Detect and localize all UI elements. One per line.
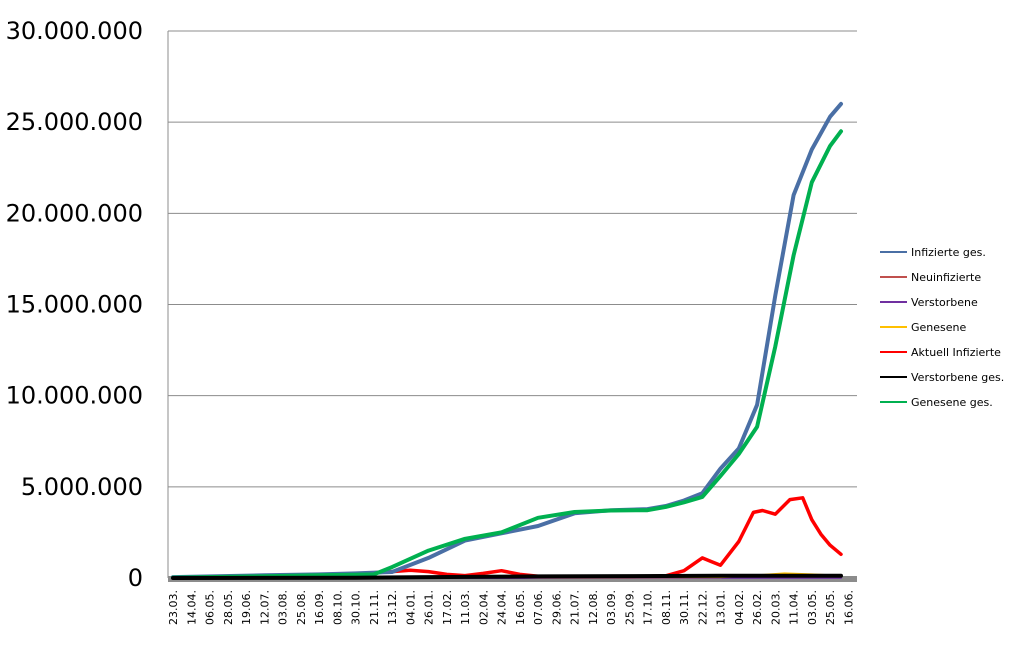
x-tick-label: 13.12. xyxy=(386,590,399,625)
x-tick-label: 25.09. xyxy=(623,590,636,625)
x-tick-label: 22.12. xyxy=(696,590,709,625)
x-tick-label: 12.07. xyxy=(258,590,271,625)
x-tick-label: 03.09. xyxy=(605,590,618,625)
legend-label: Infizierte ges. xyxy=(911,246,986,259)
plot-area xyxy=(171,101,843,580)
x-tick-label: 26.02. xyxy=(751,590,764,625)
x-tick-label: 21.11. xyxy=(368,590,381,625)
x-tick-label: 08.10. xyxy=(331,590,344,625)
x-tick-label: 28.05. xyxy=(222,590,235,625)
y-axis: 0 5.000.000 10.000.000 15.000.000 20.000.000… xyxy=(6,17,143,592)
x-tick-label: 06.05. xyxy=(204,590,217,625)
series-line xyxy=(171,496,843,580)
x-tick-label: 11.04. xyxy=(788,590,801,625)
x-tick-label: 21.07. xyxy=(569,590,582,625)
x-tick-label: 16.06. xyxy=(842,590,855,625)
y-tick-label: 15.000.000 xyxy=(6,291,143,319)
x-tick-label: 02.04. xyxy=(477,590,490,625)
x-tick-label: 20.03. xyxy=(769,590,782,625)
legend-label: Neuinfizierte xyxy=(911,271,981,284)
x-tick-label: 13.01. xyxy=(715,590,728,625)
x-tick-label: 11.03. xyxy=(459,590,472,625)
x-tick-label: 16.09. xyxy=(313,590,326,625)
x-tick-label: 14.04. xyxy=(185,590,198,625)
y-tick-label: 0 xyxy=(128,564,143,592)
x-tick-label: 03.08. xyxy=(277,590,290,625)
x-tick-label: 12.08. xyxy=(587,590,600,625)
legend-label: Genesene ges. xyxy=(911,396,993,409)
y-tick-label: 30.000.000 xyxy=(6,17,143,45)
x-tick-label: 19.06. xyxy=(240,590,253,625)
x-tick-label: 04.01. xyxy=(404,590,417,625)
x-tick-label: 17.10. xyxy=(642,590,655,625)
x-tick-label: 25.08. xyxy=(295,590,308,625)
x-tick-label: 29.06. xyxy=(550,590,563,625)
legend-label: Verstorbene ges. xyxy=(911,371,1004,384)
x-tick-label: 26.01. xyxy=(423,590,436,625)
x-tick-label: 16.05. xyxy=(514,590,527,625)
legend: Infizierte ges. Neuinfizierte Verstorbene G… xyxy=(880,246,1004,409)
y-tick-label: 25.000.000 xyxy=(6,108,143,136)
y-tick-label: 10.000.000 xyxy=(6,382,143,410)
x-tick-label: 17.02. xyxy=(441,590,454,625)
x-tick-label: 24.04. xyxy=(496,590,509,625)
series-line xyxy=(171,573,843,580)
y-tick-label: 20.000.000 xyxy=(6,199,143,227)
x-axis-bar xyxy=(168,576,857,582)
series-line xyxy=(171,101,843,580)
y-tick-label: 5.000.000 xyxy=(21,473,143,501)
series-line xyxy=(171,129,843,580)
x-tick-label: 25.05. xyxy=(824,590,837,625)
x-tick-label: 30.10. xyxy=(350,590,363,625)
x-tick-label: 30.11. xyxy=(678,590,691,625)
legend-label: Verstorbene xyxy=(911,296,978,309)
x-tick-label: 03.05. xyxy=(806,590,819,625)
x-tick-label: 08.11. xyxy=(660,590,673,625)
x-tick-label: 04.02. xyxy=(733,590,746,625)
x-tick-label: 23.03. xyxy=(167,590,180,625)
x-axis: 23.03. 14.04. 06.05. 28.05. 19.06. 12.07. 03.0… xyxy=(167,590,855,625)
x-tick-label: 07.06. xyxy=(532,590,545,625)
legend-label: Aktuell Infizierte xyxy=(911,346,1001,359)
grid-lines xyxy=(167,30,857,582)
legend-label: Genesene xyxy=(911,321,967,334)
